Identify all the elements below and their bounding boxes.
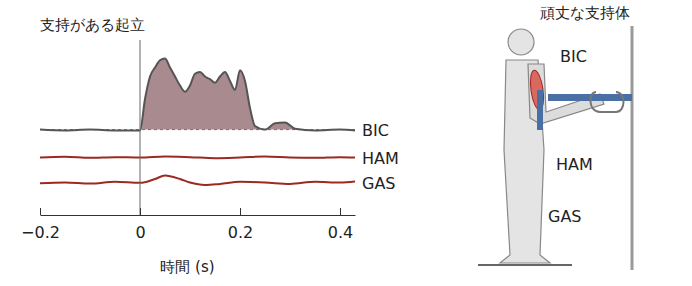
x-axis-title: 時間 (s) [160,258,214,276]
activity-area [40,59,355,130]
diagram-label: BIC [560,47,587,66]
diagram: 頑丈な支持体 BIC HAM GAS [478,4,632,270]
support-pole [631,26,634,270]
x-tick-mark [340,208,341,215]
title: 支持がある起立 [40,16,145,34]
x-axis: −0.2 0 0.2 0.4 [21,208,355,242]
arm-cuff [537,90,543,130]
head [508,29,534,55]
series-label: BIC [362,121,389,140]
x-tick: 0.4 [328,208,353,242]
x-tick: −0.2 [21,208,60,242]
ground [478,264,572,266]
plot-area [40,176,355,185]
x-axis-line [41,215,356,216]
figure: BIC 支持がある起立 HAM GAS −0.2 0 0.2 0.4 時間 (s) 頑丈な支持体 B… [0,0,692,286]
x-tick-label: 0 [135,223,145,242]
x-tick-label: −0.2 [21,223,60,242]
emg-trace [40,176,355,185]
diagram-label: HAM [556,155,593,174]
emg-trace [40,59,355,131]
onset-line [140,40,141,215]
diagram-label: GAS [548,207,582,226]
emg-trace [40,156,355,158]
x-tick-mark [240,208,241,215]
series-label: GAS [362,174,396,193]
x-tick-mark [140,208,141,215]
diagram-label: 頑丈な支持体 [540,4,630,22]
plot-area [40,59,355,131]
handle [590,92,623,112]
x-tick: 0 [135,208,145,242]
x-tick: 0.2 [228,208,253,242]
plot-area [40,156,355,158]
x-tick-label: 0.2 [228,223,253,242]
x-tick-mark [40,208,41,215]
series-label: HAM [362,149,399,168]
body [500,60,550,263]
x-tick-label: 0.4 [328,223,353,242]
